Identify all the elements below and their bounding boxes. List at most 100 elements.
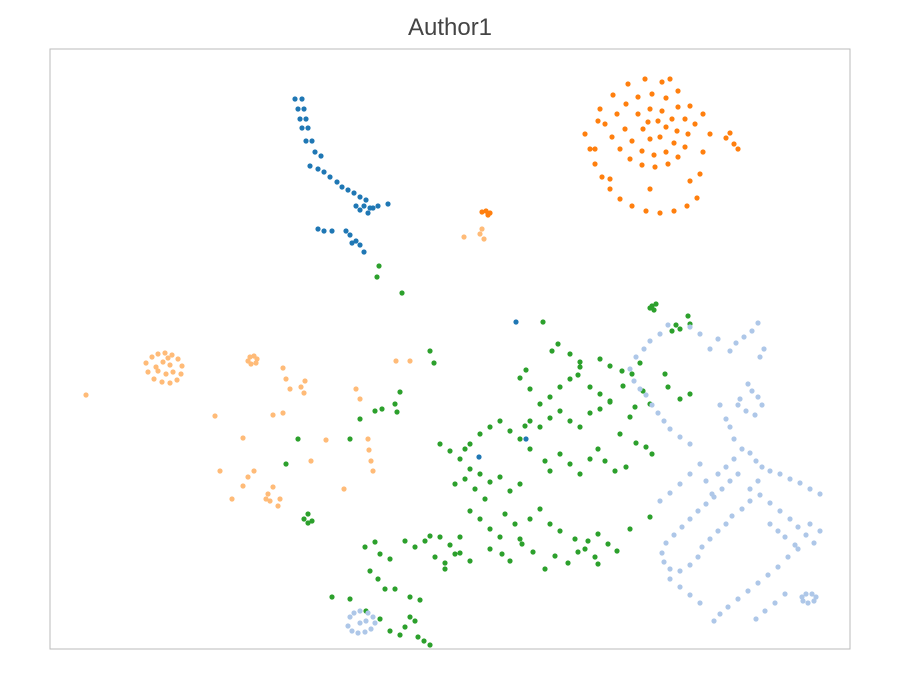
data-point <box>357 207 363 213</box>
data-point <box>687 103 693 109</box>
data-point <box>437 534 443 540</box>
data-point <box>402 624 408 630</box>
data-point <box>677 568 683 574</box>
data-point <box>747 486 753 492</box>
data-point <box>374 274 380 280</box>
data-point <box>797 480 803 486</box>
data-point <box>452 551 458 557</box>
data-point <box>387 628 393 634</box>
data-point <box>397 632 403 638</box>
data-point <box>655 410 661 416</box>
data-point <box>595 446 601 452</box>
data-point <box>625 81 631 87</box>
data-point <box>655 118 661 124</box>
data-point <box>647 338 653 344</box>
data-point <box>659 108 665 114</box>
data-point <box>715 471 721 477</box>
data-point <box>461 234 467 240</box>
data-point <box>695 508 701 514</box>
data-point <box>547 521 553 527</box>
data-point <box>619 368 625 374</box>
data-point <box>253 360 259 366</box>
data-point <box>674 128 680 134</box>
data-point <box>617 146 623 152</box>
data-point <box>523 436 529 442</box>
data-point <box>487 526 493 532</box>
data-point <box>649 451 655 457</box>
data-point <box>682 144 688 150</box>
data-point <box>341 486 347 492</box>
data-point <box>542 566 548 572</box>
data-point <box>629 203 635 209</box>
data-point <box>399 290 405 296</box>
data-point <box>267 498 273 504</box>
data-point <box>803 532 809 538</box>
data-point <box>803 591 809 597</box>
data-point <box>682 116 688 122</box>
data-point <box>775 528 781 534</box>
data-point <box>321 228 327 234</box>
data-point <box>254 356 260 362</box>
data-point <box>497 474 503 480</box>
data-point <box>723 521 729 527</box>
data-point <box>263 496 269 502</box>
data-point <box>481 236 487 242</box>
data-point <box>743 408 749 414</box>
data-point <box>482 496 488 502</box>
data-point <box>547 394 553 400</box>
data-point <box>697 331 703 337</box>
data-point <box>422 538 428 544</box>
data-point <box>687 516 693 522</box>
data-point <box>692 121 698 127</box>
data-point <box>366 447 372 453</box>
data-point <box>397 389 403 395</box>
data-point <box>323 437 329 443</box>
series-1 <box>292 96 529 460</box>
data-point <box>592 146 598 152</box>
data-point <box>657 134 663 140</box>
data-point <box>643 392 649 398</box>
data-point <box>517 481 523 487</box>
data-point <box>623 101 629 107</box>
data-point <box>567 376 573 382</box>
data-point <box>759 402 765 408</box>
data-point <box>753 616 759 622</box>
data-point <box>365 210 371 216</box>
data-point <box>143 360 149 366</box>
data-point <box>707 346 713 352</box>
data-point <box>727 130 733 136</box>
data-point <box>229 496 235 502</box>
data-point <box>731 456 737 462</box>
data-point <box>700 111 706 117</box>
data-point <box>767 500 773 506</box>
data-point <box>747 450 753 456</box>
data-point <box>739 446 745 452</box>
data-point <box>251 468 257 474</box>
data-point <box>595 531 601 537</box>
data-point <box>641 346 647 352</box>
data-point <box>497 534 503 540</box>
data-point <box>457 534 463 540</box>
data-point <box>765 572 771 578</box>
data-point <box>347 614 353 620</box>
data-point <box>677 434 683 440</box>
data-point <box>312 149 318 155</box>
data-point <box>675 88 681 94</box>
data-point <box>507 558 513 564</box>
data-point <box>167 380 173 386</box>
data-point <box>685 131 691 137</box>
data-point <box>647 136 653 142</box>
data-point <box>485 212 491 218</box>
data-point <box>617 431 623 437</box>
data-point <box>357 242 363 248</box>
data-point <box>394 409 400 415</box>
series-2 <box>479 76 741 218</box>
data-point <box>685 313 691 319</box>
data-point <box>629 371 635 377</box>
data-point <box>417 597 423 603</box>
data-point <box>717 611 723 617</box>
data-point <box>665 161 671 167</box>
data-point <box>421 638 427 644</box>
data-point <box>537 506 543 512</box>
data-point <box>610 92 616 98</box>
